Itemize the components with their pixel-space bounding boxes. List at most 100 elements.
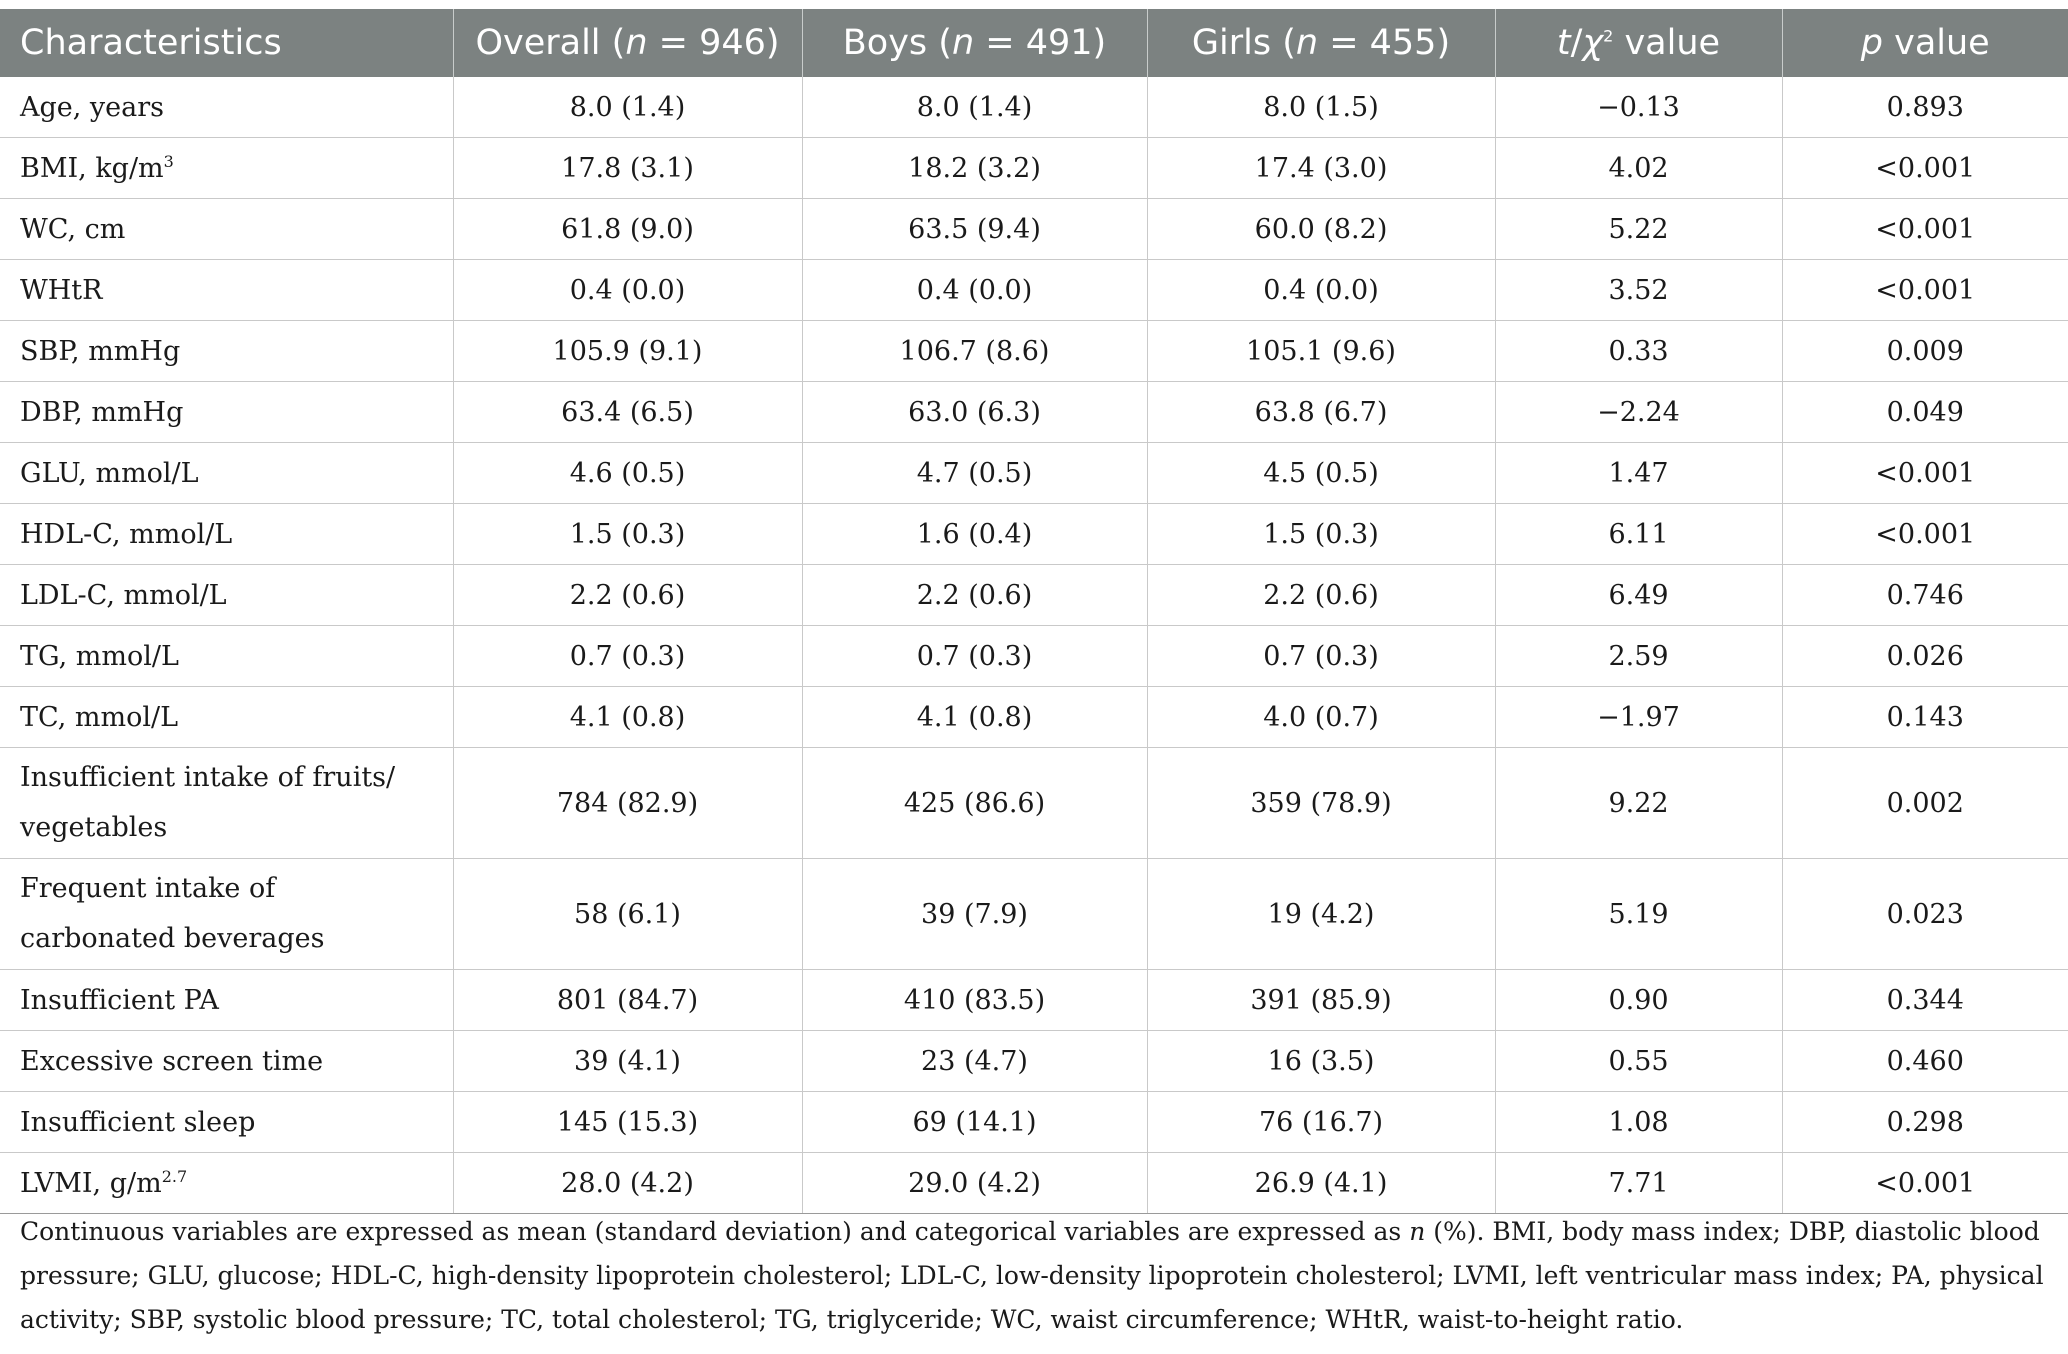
- cell-boys: 0.4 (0.0): [802, 259, 1148, 321]
- row-label-text: TG, mmol/L: [20, 640, 179, 672]
- row-label-text: HDL-C, mmol/L: [20, 518, 233, 550]
- cell-boys-text: 0.4 (0.0): [916, 274, 1033, 306]
- cell-overall-text: 1.5 (0.3): [569, 518, 686, 550]
- row-label: Age, years: [0, 77, 454, 138]
- cell-girls: 4.5 (0.5): [1147, 442, 1496, 504]
- row-label-text: WHtR: [20, 274, 103, 306]
- cell-p-value: <0.001: [1782, 503, 2068, 565]
- cell-test-statistic-text: 1.47: [1608, 457, 1669, 489]
- cell-girls-text: 2.2 (0.6): [1263, 579, 1379, 611]
- cell-boys-text: 23 (4.7): [921, 1045, 1028, 1077]
- cell-girls-text: 17.4 (3.0): [1254, 152, 1388, 184]
- cell-test-statistic-text: 4.02: [1608, 152, 1669, 184]
- header-characteristics-label: Characteristics: [20, 23, 282, 63]
- header-girls-suffix: = 455): [1318, 23, 1451, 63]
- cell-girls-text: 0.7 (0.3): [1263, 640, 1379, 672]
- header-p-suffix: value: [1882, 23, 1990, 63]
- cell-boys-text: 29.0 (4.2): [908, 1167, 1041, 1199]
- cell-girls-text: 359 (78.9): [1250, 787, 1392, 819]
- cell-boys-text: 0.7 (0.3): [916, 640, 1033, 672]
- cell-overall-text: 39 (4.1): [574, 1045, 681, 1077]
- row-label-superscript: 2.7: [161, 1166, 188, 1186]
- table-row: GLU, mmol/L 4.6 (0.5) 4.7 (0.5) 4.5 (0.5) 1.…: [0, 442, 2068, 504]
- cell-girls: 26.9 (4.1): [1147, 1152, 1496, 1214]
- table-row: Insufficient intake of fruits/ vegetable…: [0, 747, 2068, 859]
- row-label-text: Age, years: [20, 91, 165, 123]
- table-row: SBP, mmHg 105.9 (9.1) 106.7 (8.6) 105.1 (9.…: [0, 320, 2068, 382]
- cell-boys: 63.5 (9.4): [802, 198, 1148, 260]
- cell-overall-text: 145 (15.3): [556, 1106, 699, 1138]
- cell-overall: 0.7 (0.3): [453, 625, 803, 687]
- cell-test-statistic: 0.33: [1495, 320, 1783, 382]
- header-stat-sep: /: [1570, 23, 1583, 63]
- cell-test-statistic-text: 2.59: [1608, 640, 1669, 672]
- cell-p-value-text: 0.746: [1886, 579, 1964, 611]
- cell-boys: 4.7 (0.5): [802, 442, 1148, 504]
- cell-girls-text: 19 (4.2): [1267, 898, 1375, 930]
- cell-girls: 63.8 (6.7): [1147, 381, 1496, 443]
- row-label-text: LVMI, g/m: [20, 1167, 162, 1199]
- cell-overall: 4.6 (0.5): [453, 442, 803, 504]
- row-label-text: GLU, mmol/L: [20, 457, 199, 489]
- cell-p-value: <0.001: [1782, 1152, 2068, 1214]
- cell-test-statistic: 5.22: [1495, 198, 1783, 260]
- row-label: LVMI, g/m2.7: [0, 1152, 454, 1214]
- cell-overall: 801 (84.7): [453, 969, 803, 1031]
- cell-boys: 425 (86.6): [802, 747, 1148, 859]
- cell-p-value-text: <0.001: [1875, 1167, 1976, 1199]
- cell-overall-text: 4.6 (0.5): [569, 457, 686, 489]
- cell-overall: 63.4 (6.5): [453, 381, 803, 443]
- cell-p-value: 0.049: [1782, 381, 2068, 443]
- cell-girls: 105.1 (9.6): [1147, 320, 1496, 382]
- cell-girls-text: 76 (16.7): [1258, 1106, 1384, 1138]
- header-characteristics: Characteristics: [0, 9, 454, 77]
- cell-girls: 19 (4.2): [1147, 858, 1496, 970]
- cell-girls: 2.2 (0.6): [1147, 564, 1496, 626]
- table-row: TC, mmol/L 4.1 (0.8) 4.1 (0.8) 4.0 (0.7) −1.…: [0, 686, 2068, 748]
- cell-boys: 29.0 (4.2): [802, 1152, 1148, 1214]
- row-label: SBP, mmHg: [0, 320, 454, 382]
- row-label-text: Insufficient PA: [20, 984, 219, 1016]
- cell-p-value-text: <0.001: [1875, 213, 1976, 245]
- header-test-statistic: t/χ2 value: [1495, 9, 1783, 77]
- row-label-superscript: 3: [163, 151, 174, 171]
- row-label: Frequent intake of carbonated beverages: [0, 858, 454, 970]
- cell-test-statistic: 3.52: [1495, 259, 1783, 321]
- cell-girls: 0.4 (0.0): [1147, 259, 1496, 321]
- table-row: Insufficient PA 801 (84.7) 410 (83.5) 391 (…: [0, 969, 2068, 1031]
- cell-test-statistic: 0.90: [1495, 969, 1783, 1031]
- cell-girls-text: 0.4 (0.0): [1263, 274, 1379, 306]
- header-overall-suffix: = 946): [647, 23, 780, 63]
- row-label-text: SBP, mmHg: [20, 335, 181, 367]
- row-label-text: DBP, mmHg: [20, 396, 184, 428]
- cell-girls-text: 26.9 (4.1): [1254, 1167, 1388, 1199]
- cell-girls: 359 (78.9): [1147, 747, 1496, 859]
- table-row: WC, cm 61.8 (9.0) 63.5 (9.4) 60.0 (8.2) 5.22…: [0, 198, 2068, 260]
- cell-overall-text: 63.4 (6.5): [561, 396, 694, 428]
- cell-boys-text: 69 (14.1): [912, 1106, 1037, 1138]
- cell-boys: 69 (14.1): [802, 1091, 1148, 1153]
- cell-girls: 391 (85.9): [1147, 969, 1496, 1031]
- header-boys-prefix: Boys (: [842, 23, 952, 63]
- cell-boys: 106.7 (8.6): [802, 320, 1148, 382]
- cell-girls-text: 1.5 (0.3): [1263, 518, 1379, 550]
- cell-overall-text: 784 (82.9): [556, 787, 699, 819]
- cell-overall: 784 (82.9): [453, 747, 803, 859]
- cell-p-value-text: 0.023: [1886, 898, 1964, 930]
- cell-girls: 76 (16.7): [1147, 1091, 1496, 1153]
- cell-test-statistic-text: −2.24: [1597, 396, 1680, 428]
- cell-p-value-text: <0.001: [1875, 457, 1976, 489]
- cell-boys: 18.2 (3.2): [802, 137, 1148, 199]
- cell-girls: 1.5 (0.3): [1147, 503, 1496, 565]
- row-label-text: Excessive screen time: [20, 1045, 324, 1077]
- cell-overall-text: 17.8 (3.1): [561, 152, 694, 184]
- header-p-p: p: [1860, 23, 1883, 63]
- header-girls-n: n: [1295, 23, 1319, 63]
- cell-p-value-text: <0.001: [1875, 152, 1976, 184]
- cell-p-value-text: 0.460: [1886, 1045, 1964, 1077]
- row-label: TC, mmol/L: [0, 686, 454, 748]
- row-label: TG, mmol/L: [0, 625, 454, 687]
- row-label: Excessive screen time: [0, 1030, 454, 1092]
- cell-p-value: <0.001: [1782, 137, 2068, 199]
- cell-boys-text: 4.7 (0.5): [916, 457, 1033, 489]
